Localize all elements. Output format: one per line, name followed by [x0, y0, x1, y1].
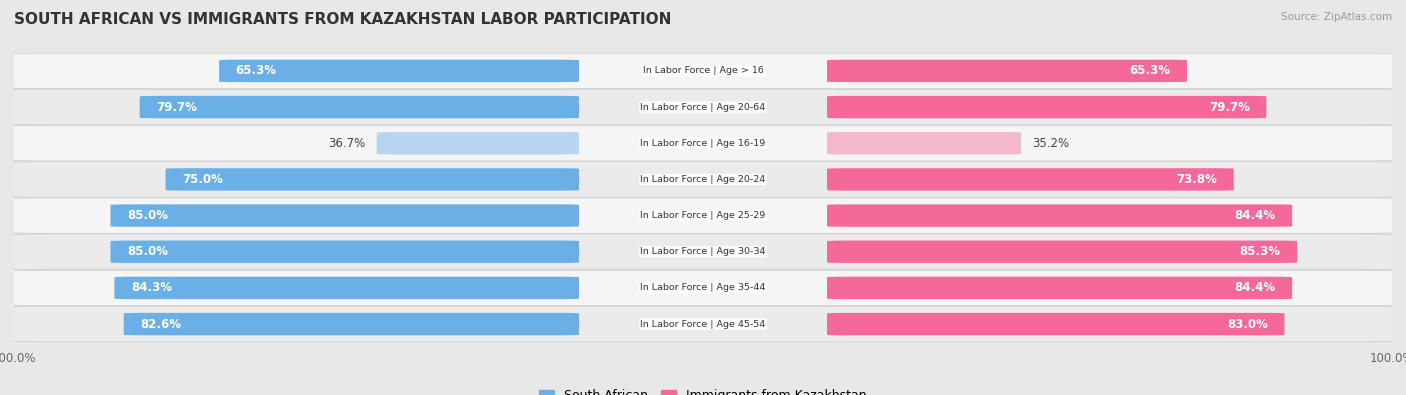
- FancyBboxPatch shape: [7, 270, 1399, 306]
- Text: 65.3%: 65.3%: [236, 64, 277, 77]
- FancyBboxPatch shape: [7, 53, 1399, 88]
- Text: 84.4%: 84.4%: [1234, 209, 1275, 222]
- FancyBboxPatch shape: [7, 307, 1399, 342]
- FancyBboxPatch shape: [124, 313, 579, 335]
- FancyBboxPatch shape: [166, 168, 579, 191]
- Text: 85.0%: 85.0%: [127, 209, 169, 222]
- FancyBboxPatch shape: [7, 89, 1399, 125]
- FancyBboxPatch shape: [827, 204, 1292, 227]
- FancyBboxPatch shape: [827, 168, 1233, 191]
- Text: 73.8%: 73.8%: [1177, 173, 1218, 186]
- Text: In Labor Force | Age 25-29: In Labor Force | Age 25-29: [640, 211, 766, 220]
- Text: SOUTH AFRICAN VS IMMIGRANTS FROM KAZAKHSTAN LABOR PARTICIPATION: SOUTH AFRICAN VS IMMIGRANTS FROM KAZAKHS…: [14, 12, 672, 27]
- FancyBboxPatch shape: [7, 198, 1399, 233]
- Text: 79.7%: 79.7%: [156, 101, 197, 114]
- Text: In Labor Force | Age 30-34: In Labor Force | Age 30-34: [640, 247, 766, 256]
- FancyBboxPatch shape: [827, 60, 1187, 82]
- Text: 85.0%: 85.0%: [127, 245, 169, 258]
- FancyBboxPatch shape: [827, 277, 1292, 299]
- Text: 65.3%: 65.3%: [1129, 64, 1170, 77]
- Text: In Labor Force | Age 20-64: In Labor Force | Age 20-64: [640, 103, 766, 111]
- Text: 82.6%: 82.6%: [141, 318, 181, 331]
- Text: In Labor Force | Age > 16: In Labor Force | Age > 16: [643, 66, 763, 75]
- Text: 35.2%: 35.2%: [1032, 137, 1069, 150]
- FancyBboxPatch shape: [111, 204, 579, 227]
- FancyBboxPatch shape: [827, 313, 1285, 335]
- Text: 85.3%: 85.3%: [1240, 245, 1281, 258]
- FancyBboxPatch shape: [827, 241, 1298, 263]
- Text: In Labor Force | Age 45-54: In Labor Force | Age 45-54: [640, 320, 766, 329]
- Text: 79.7%: 79.7%: [1209, 101, 1250, 114]
- Text: In Labor Force | Age 16-19: In Labor Force | Age 16-19: [640, 139, 766, 148]
- FancyBboxPatch shape: [114, 277, 579, 299]
- Text: 84.4%: 84.4%: [1234, 281, 1275, 294]
- FancyBboxPatch shape: [827, 96, 1267, 118]
- FancyBboxPatch shape: [377, 132, 579, 154]
- Text: 83.0%: 83.0%: [1227, 318, 1268, 331]
- Text: In Labor Force | Age 20-24: In Labor Force | Age 20-24: [640, 175, 766, 184]
- FancyBboxPatch shape: [219, 60, 579, 82]
- FancyBboxPatch shape: [7, 162, 1399, 197]
- Text: Source: ZipAtlas.com: Source: ZipAtlas.com: [1281, 12, 1392, 22]
- Text: 75.0%: 75.0%: [183, 173, 224, 186]
- FancyBboxPatch shape: [7, 126, 1399, 161]
- FancyBboxPatch shape: [7, 234, 1399, 269]
- FancyBboxPatch shape: [827, 132, 1021, 154]
- Text: 36.7%: 36.7%: [329, 137, 366, 150]
- FancyBboxPatch shape: [139, 96, 579, 118]
- Text: 84.3%: 84.3%: [131, 281, 172, 294]
- FancyBboxPatch shape: [111, 241, 579, 263]
- Text: In Labor Force | Age 35-44: In Labor Force | Age 35-44: [640, 284, 766, 292]
- Legend: South African, Immigrants from Kazakhstan: South African, Immigrants from Kazakhsta…: [534, 384, 872, 395]
